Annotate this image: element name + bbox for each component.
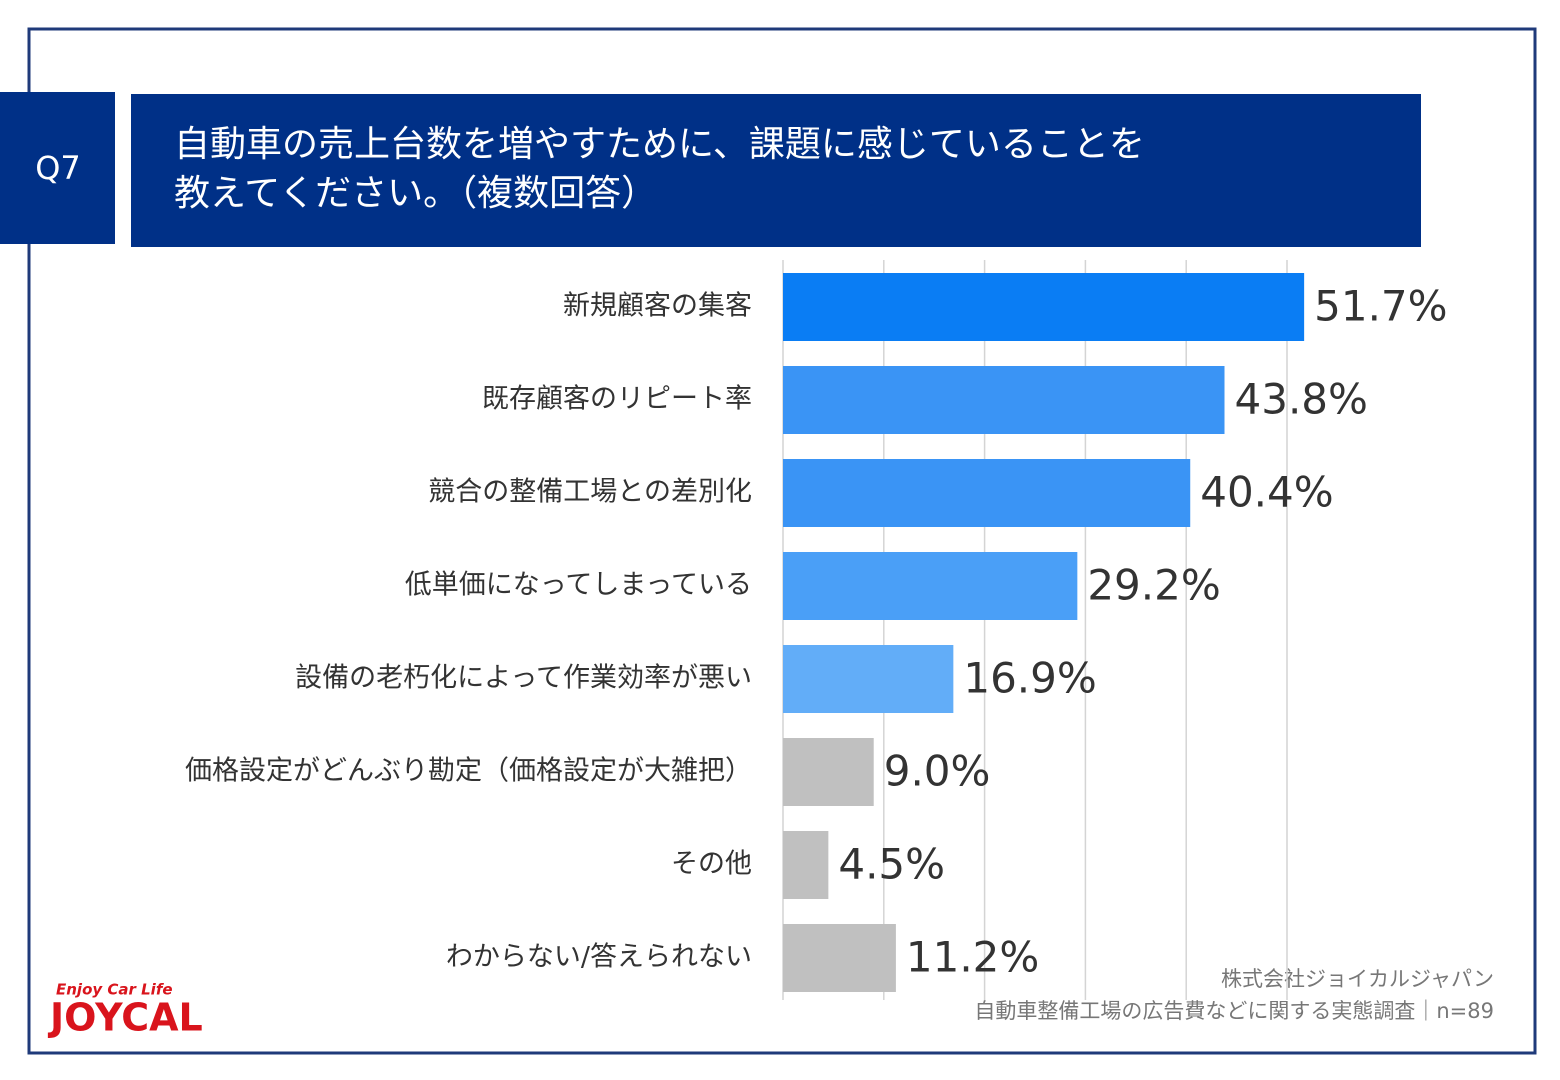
value-label: 16.9%: [963, 654, 1096, 703]
bar: [783, 273, 1305, 341]
category-label: 設備の老朽化によって作業効率が悪い: [295, 663, 752, 694]
bar: [783, 831, 829, 899]
category-label: 競合の整備工場との差別化: [428, 477, 752, 508]
bar: [783, 924, 896, 992]
frame: [27, 27, 1537, 1055]
bar: [783, 552, 1078, 620]
question-box: [0, 92, 115, 244]
category-label: わからない/答えられない: [446, 942, 752, 973]
value-label: 40.4%: [1200, 468, 1333, 517]
value-label: 43.8%: [1235, 375, 1368, 424]
value-label: 9.0%: [884, 747, 991, 796]
category-label: 既存顧客のリピート率: [482, 384, 752, 415]
chart-title: 自動車の売上台数を増やすために、課題に感じていることを: [174, 124, 1145, 165]
chart-title: 教えてください。（複数回答）: [174, 173, 657, 214]
title-box: [131, 94, 1421, 247]
value-label: 51.7%: [1314, 282, 1447, 331]
logo-name: JOYCAL: [47, 996, 203, 1040]
bar: [783, 366, 1225, 434]
category-label: 低単価になってしまっている: [405, 570, 752, 601]
bar: [783, 459, 1191, 527]
category-label: その他: [671, 849, 752, 880]
value-label: 4.5%: [838, 840, 945, 889]
value-label: 29.2%: [1087, 561, 1220, 610]
category-label: 価格設定がどんぶり勘定（価格設定が大雑把）: [185, 756, 752, 787]
question-number: Q7: [35, 149, 81, 187]
source: 株式会社ジョイカルジャパン: [1221, 967, 1494, 991]
value-label: 11.2%: [906, 933, 1039, 982]
bar: [783, 738, 874, 806]
bar: [783, 645, 954, 713]
category-label: 新規顧客の集客: [563, 291, 752, 322]
logo-tagline: Enjoy Car Life: [56, 981, 173, 999]
source: 自動車整備工場の広告費などに関する実態調査｜n=89: [974, 999, 1494, 1023]
